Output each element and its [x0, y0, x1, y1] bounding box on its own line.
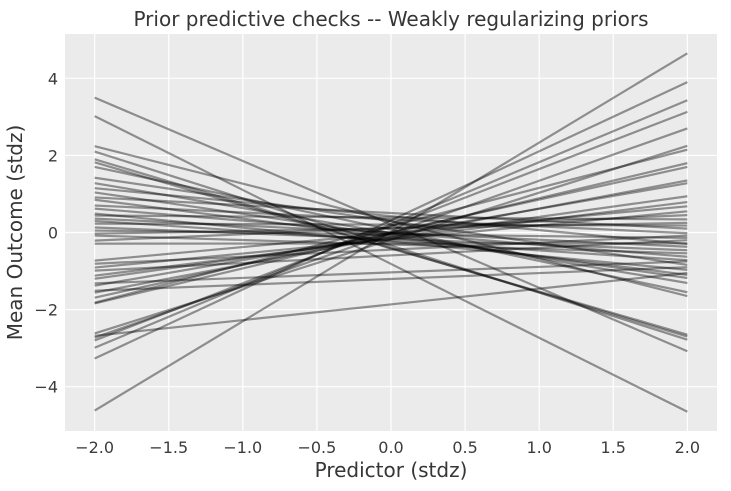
prior-line [94, 204, 688, 235]
prior-line [94, 191, 688, 280]
prior-line [94, 214, 688, 221]
prior-line [94, 198, 688, 276]
prior-line [94, 271, 688, 337]
prior-line [94, 115, 688, 413]
prior-line [94, 221, 688, 235]
prior-line [94, 161, 688, 336]
x-tick-label: −1.0 [223, 438, 262, 457]
prior-line [94, 219, 688, 262]
x-tick-label: 0.0 [378, 438, 403, 457]
prior-line [94, 226, 688, 252]
prior-line [94, 182, 688, 285]
prior-line [94, 144, 688, 335]
y-tick-label: 2 [48, 146, 58, 165]
x-tick-label: −2.0 [75, 438, 114, 457]
prior-line [94, 127, 688, 339]
prior-line [94, 210, 688, 269]
prior-predictive-lines [94, 52, 688, 413]
prior-line [94, 234, 688, 265]
x-tick-label: 0.5 [452, 438, 477, 457]
prior-line [94, 234, 688, 255]
prior-line [94, 165, 688, 294]
prior-line [94, 229, 688, 239]
prior-line [94, 99, 688, 349]
prior-line [94, 81, 688, 360]
prior-line [94, 148, 688, 304]
prior-line [94, 195, 688, 280]
y-tick-labels: −4 −2 0 2 4 [34, 69, 58, 396]
y-tick-label: −4 [34, 378, 58, 397]
prior-line [94, 266, 688, 292]
x-tick-label: −0.5 [297, 438, 336, 457]
prior-line [94, 260, 688, 285]
y-tick-label: −2 [34, 301, 58, 320]
prior-line [94, 207, 688, 258]
prior-line [94, 214, 688, 242]
prior-line [94, 162, 688, 305]
prior-line [94, 187, 688, 246]
prior-line [94, 239, 688, 272]
prior-line [94, 158, 688, 338]
prior-line [94, 212, 688, 271]
prior-line [94, 165, 688, 299]
prior-line [94, 179, 688, 294]
y-tick-label: 4 [48, 69, 58, 88]
prior-line [94, 222, 688, 227]
x-tick-label: 1.0 [526, 438, 551, 457]
prior-line [94, 182, 688, 287]
prior-line [94, 200, 688, 277]
x-tick-labels: −2.0 −1.5 −1.0 −0.5 0.0 0.5 1.0 1.5 2.0 [75, 438, 700, 457]
x-axis-label: Predictor (stdz) [315, 458, 468, 482]
prior-line [94, 176, 688, 266]
prior-line [94, 96, 688, 353]
prior-line [94, 217, 688, 248]
y-axis-label: Mean Outcome (stdz) [3, 125, 27, 341]
x-tick-label: −1.5 [149, 438, 188, 457]
prior-line [94, 205, 688, 262]
prior-line [94, 150, 688, 341]
chart-title: Prior predictive checks -- Weakly regula… [133, 7, 648, 31]
y-tick-label: 0 [48, 224, 58, 243]
prior-line [94, 52, 688, 412]
prior-line [94, 196, 688, 230]
x-tick-label: 1.5 [601, 438, 626, 457]
prior-line [94, 145, 688, 298]
gridlines [65, 34, 717, 431]
x-tick-label: 2.0 [675, 438, 700, 457]
prior-line [94, 110, 688, 342]
